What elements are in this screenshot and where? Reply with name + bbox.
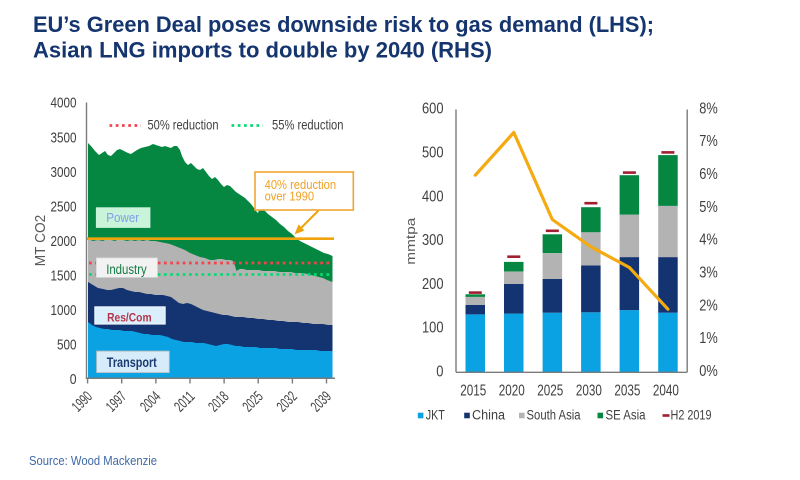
svg-text:3000: 3000 bbox=[51, 164, 77, 181]
svg-text:4%: 4% bbox=[699, 232, 718, 249]
svg-text:40% reduction: 40% reduction bbox=[265, 178, 337, 192]
svg-text:50% reduction: 50% reduction bbox=[148, 117, 219, 133]
svg-text:JKT: JKT bbox=[426, 407, 445, 422]
svg-text:3%: 3% bbox=[699, 265, 718, 282]
svg-text:over 1990: over 1990 bbox=[265, 189, 315, 203]
svg-text:5%: 5% bbox=[699, 199, 718, 216]
svg-text:Power: Power bbox=[106, 211, 139, 225]
svg-text:Asian LNG imports to double by: Asian LNG imports to double by 2040 (RHS… bbox=[33, 38, 492, 63]
svg-text:SE Asia: SE Asia bbox=[606, 407, 646, 422]
svg-text:1%: 1% bbox=[699, 330, 718, 347]
svg-text:600: 600 bbox=[422, 101, 444, 118]
svg-text:100: 100 bbox=[422, 320, 444, 337]
svg-text:2015: 2015 bbox=[460, 382, 486, 399]
svg-text:2035: 2035 bbox=[614, 382, 640, 399]
svg-text:Industry: Industry bbox=[106, 262, 147, 277]
svg-text:500: 500 bbox=[422, 145, 444, 162]
svg-text:1000: 1000 bbox=[51, 302, 77, 319]
svg-text:1500: 1500 bbox=[51, 268, 77, 285]
svg-text:500: 500 bbox=[57, 337, 77, 354]
svg-text:3500: 3500 bbox=[51, 129, 77, 146]
svg-text:Res/Com: Res/Com bbox=[107, 313, 152, 325]
svg-text:MT CO2: MT CO2 bbox=[32, 215, 49, 267]
svg-text:South Asia: South Asia bbox=[527, 407, 581, 422]
svg-text:400: 400 bbox=[422, 188, 444, 205]
svg-text:mmtpa: mmtpa bbox=[403, 217, 418, 265]
svg-text:0: 0 bbox=[436, 363, 443, 380]
svg-text:4000: 4000 bbox=[51, 95, 77, 112]
svg-text:H2 2019: H2 2019 bbox=[671, 407, 712, 422]
svg-text:2030: 2030 bbox=[576, 382, 602, 399]
svg-text:55% reduction: 55% reduction bbox=[272, 117, 344, 133]
svg-text:2%: 2% bbox=[699, 297, 718, 314]
svg-text:7%: 7% bbox=[699, 133, 718, 150]
svg-text:2000: 2000 bbox=[51, 233, 77, 250]
svg-text:0%: 0% bbox=[699, 363, 718, 380]
svg-text:China: China bbox=[472, 407, 505, 422]
svg-text:8%: 8% bbox=[699, 100, 718, 117]
svg-text:2500: 2500 bbox=[51, 198, 77, 215]
svg-text:300: 300 bbox=[422, 232, 444, 249]
svg-text:200: 200 bbox=[422, 276, 444, 293]
svg-text:EU’s Green Deal poses downside: EU’s Green Deal poses downside risk to g… bbox=[33, 12, 654, 37]
svg-text:Source: Wood Mackenzie: Source: Wood Mackenzie bbox=[29, 454, 157, 468]
svg-text:2040: 2040 bbox=[653, 382, 679, 399]
svg-text:Transport: Transport bbox=[107, 354, 157, 370]
svg-text:2020: 2020 bbox=[499, 382, 525, 399]
svg-text:6%: 6% bbox=[699, 166, 718, 183]
svg-text:0: 0 bbox=[70, 371, 77, 388]
svg-text:2025: 2025 bbox=[537, 382, 563, 399]
